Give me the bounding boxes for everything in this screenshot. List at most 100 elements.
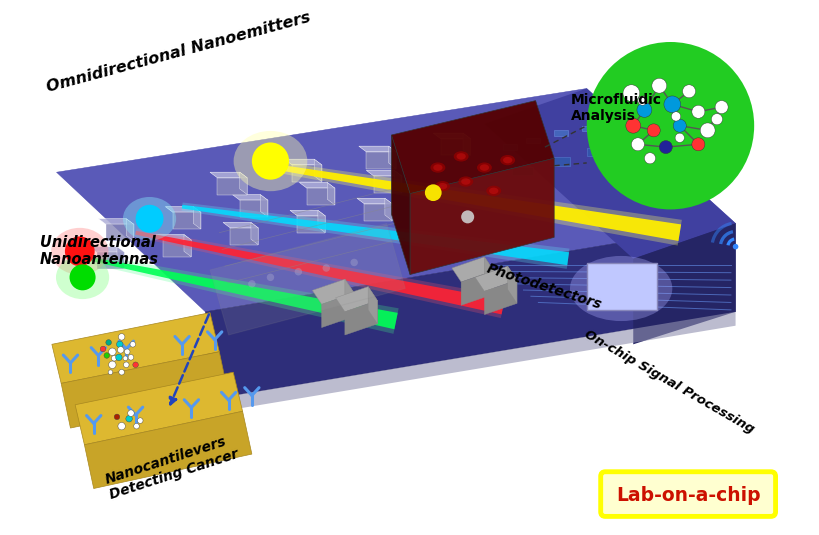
- Circle shape: [586, 42, 753, 209]
- Polygon shape: [134, 228, 505, 318]
- Text: Omnidirectional Nanoemitters: Omnidirectional Nanoemitters: [45, 10, 312, 95]
- Polygon shape: [297, 216, 325, 233]
- Polygon shape: [440, 139, 470, 156]
- Polygon shape: [474, 266, 516, 291]
- Polygon shape: [210, 172, 247, 178]
- Polygon shape: [61, 351, 229, 428]
- Circle shape: [691, 138, 704, 151]
- Ellipse shape: [502, 157, 512, 163]
- Circle shape: [115, 354, 122, 361]
- Circle shape: [135, 205, 163, 233]
- Wedge shape: [718, 230, 732, 244]
- Circle shape: [699, 123, 714, 138]
- Circle shape: [133, 423, 139, 429]
- Ellipse shape: [51, 228, 108, 275]
- Polygon shape: [126, 219, 133, 241]
- Polygon shape: [366, 152, 396, 169]
- Circle shape: [631, 138, 644, 151]
- Circle shape: [646, 124, 659, 137]
- Ellipse shape: [435, 181, 450, 192]
- Polygon shape: [279, 165, 681, 241]
- Ellipse shape: [453, 151, 468, 162]
- Wedge shape: [726, 238, 734, 246]
- Polygon shape: [299, 182, 334, 188]
- Ellipse shape: [488, 188, 498, 194]
- Polygon shape: [75, 372, 242, 445]
- Polygon shape: [57, 88, 735, 312]
- Circle shape: [460, 210, 473, 224]
- Circle shape: [114, 414, 120, 419]
- Polygon shape: [239, 172, 247, 195]
- Polygon shape: [181, 202, 569, 269]
- Ellipse shape: [486, 186, 500, 196]
- Ellipse shape: [500, 155, 514, 165]
- Circle shape: [118, 334, 124, 340]
- Ellipse shape: [477, 163, 491, 173]
- Polygon shape: [318, 210, 325, 233]
- Polygon shape: [292, 165, 321, 181]
- Circle shape: [125, 416, 132, 422]
- Polygon shape: [52, 312, 219, 384]
- Polygon shape: [432, 133, 470, 139]
- Polygon shape: [391, 101, 554, 194]
- Circle shape: [108, 361, 116, 369]
- Polygon shape: [260, 195, 267, 217]
- Polygon shape: [97, 252, 124, 269]
- Circle shape: [251, 142, 289, 180]
- Circle shape: [663, 96, 680, 113]
- Bar: [502, 144, 516, 150]
- Polygon shape: [391, 135, 410, 274]
- Circle shape: [128, 355, 133, 360]
- Ellipse shape: [430, 163, 445, 173]
- Polygon shape: [290, 210, 325, 216]
- Polygon shape: [345, 279, 354, 316]
- Polygon shape: [364, 204, 391, 220]
- Polygon shape: [193, 207, 201, 229]
- Bar: [586, 148, 606, 156]
- Ellipse shape: [479, 164, 488, 171]
- Bar: [554, 131, 568, 136]
- Polygon shape: [183, 234, 191, 257]
- Circle shape: [248, 280, 256, 288]
- Polygon shape: [345, 301, 377, 335]
- Circle shape: [711, 113, 722, 125]
- Polygon shape: [284, 159, 321, 165]
- Circle shape: [128, 410, 134, 416]
- Circle shape: [106, 340, 111, 345]
- Bar: [512, 166, 532, 175]
- Polygon shape: [507, 266, 516, 303]
- Bar: [549, 157, 569, 166]
- Polygon shape: [217, 178, 247, 195]
- Bar: [637, 147, 651, 152]
- Polygon shape: [98, 219, 133, 224]
- Polygon shape: [359, 146, 396, 152]
- Circle shape: [65, 236, 94, 266]
- Polygon shape: [210, 224, 405, 335]
- Polygon shape: [321, 293, 354, 327]
- Polygon shape: [314, 159, 321, 181]
- Polygon shape: [84, 411, 251, 488]
- Ellipse shape: [458, 177, 473, 187]
- Polygon shape: [156, 234, 191, 240]
- Ellipse shape: [437, 183, 446, 189]
- Polygon shape: [88, 257, 397, 329]
- Ellipse shape: [569, 256, 672, 321]
- Circle shape: [625, 118, 640, 133]
- Polygon shape: [335, 287, 377, 312]
- Circle shape: [674, 133, 684, 142]
- Polygon shape: [88, 254, 398, 334]
- Polygon shape: [451, 257, 493, 282]
- Circle shape: [714, 101, 727, 113]
- Circle shape: [622, 85, 639, 102]
- Polygon shape: [230, 228, 258, 245]
- Bar: [586, 263, 656, 310]
- Ellipse shape: [123, 197, 176, 241]
- Polygon shape: [165, 207, 201, 212]
- Circle shape: [651, 78, 666, 93]
- Bar: [526, 138, 540, 143]
- Circle shape: [133, 362, 138, 368]
- Circle shape: [350, 259, 357, 266]
- Polygon shape: [356, 198, 391, 204]
- Circle shape: [117, 347, 124, 353]
- Polygon shape: [182, 205, 568, 265]
